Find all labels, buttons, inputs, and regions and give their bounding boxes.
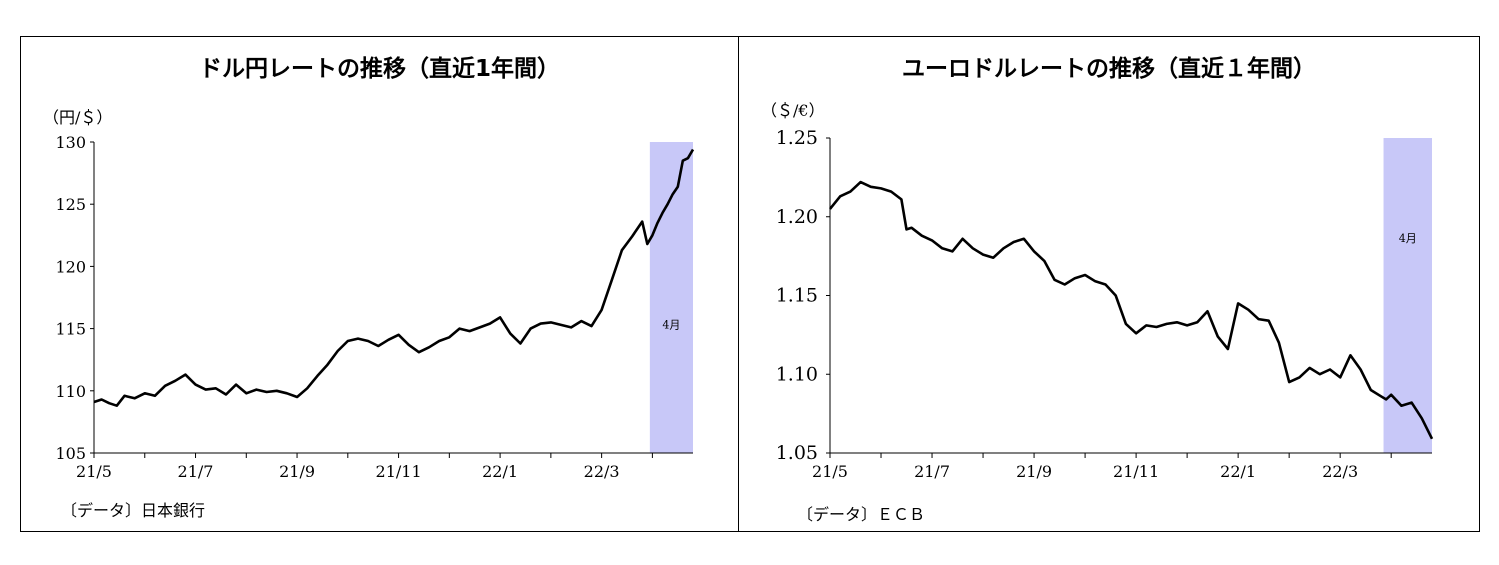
y-axis-unit-label: （円/＄） bbox=[43, 108, 113, 127]
data-source-label: 〔データ〕日本銀行 bbox=[61, 501, 206, 520]
y-tick-label: 115 bbox=[55, 320, 86, 339]
eur-usd-chart-panel: ユーロドルレートの推移（直近１年間） （＄/€） 〔データ〕ＥＣＢ 4月 1.05… bbox=[738, 36, 1480, 532]
y-axis-unit-label: （＄/€） bbox=[761, 101, 825, 120]
y-tick-label: 1.25 bbox=[776, 127, 818, 149]
x-tick-label: 21/7 bbox=[914, 462, 950, 481]
series-line bbox=[93, 148, 695, 408]
x-tick-label: 21/9 bbox=[279, 462, 315, 481]
y-tick-label: 105 bbox=[55, 444, 86, 463]
usd-jpy-chart-panel: ドル円レートの推移（直近1年間） （円/＄） 〔データ〕日本銀行 4月 105 11… bbox=[20, 36, 739, 532]
y-tick-label: 110 bbox=[55, 382, 86, 401]
series-line bbox=[828, 180, 1434, 440]
april-highlight-band bbox=[649, 142, 693, 453]
x-tick-label: 21/7 bbox=[178, 462, 214, 481]
x-tick-label: 22/1 bbox=[482, 462, 518, 481]
eur-usd-line-chart: 4月 1.05 1.10 1.15 1.20 1.25 21/5 21/7 21/9 21/11 2… bbox=[776, 127, 1434, 481]
april-highlight-band bbox=[1383, 138, 1432, 453]
y-tick-label: 1.05 bbox=[776, 442, 818, 464]
data-source-label: 〔データ〕ＥＣＢ bbox=[797, 505, 926, 524]
highlight-label: 4月 bbox=[662, 319, 680, 332]
y-tick-label: 1.15 bbox=[776, 285, 818, 307]
chart-title: ユーロドルレートの推移（直近１年間） bbox=[902, 56, 1316, 82]
x-tick-label: 21/5 bbox=[76, 462, 112, 481]
y-tick-label: 1.20 bbox=[776, 206, 818, 228]
usd-jpy-line-chart: 4月 105 110 115 120 125 130 21/5 21/7 21/9 21/11 22/… bbox=[55, 133, 695, 481]
y-tick-label: 1.10 bbox=[776, 363, 818, 385]
y-tick-label: 120 bbox=[55, 257, 86, 276]
x-tick-label: 22/1 bbox=[1220, 462, 1256, 481]
y-tick-label: 125 bbox=[55, 195, 86, 214]
chart-title: ドル円レートの推移（直近1年間） bbox=[198, 56, 560, 82]
x-tick-label: 21/5 bbox=[812, 462, 848, 481]
x-tick-label: 21/11 bbox=[1113, 462, 1159, 481]
highlight-label: 4月 bbox=[1399, 232, 1417, 245]
y-tick-label: 130 bbox=[55, 133, 86, 152]
x-tick-label: 22/3 bbox=[584, 462, 620, 481]
x-tick-label: 22/3 bbox=[1322, 462, 1358, 481]
x-tick-label: 21/11 bbox=[376, 462, 422, 481]
x-tick-label: 21/9 bbox=[1016, 462, 1052, 481]
